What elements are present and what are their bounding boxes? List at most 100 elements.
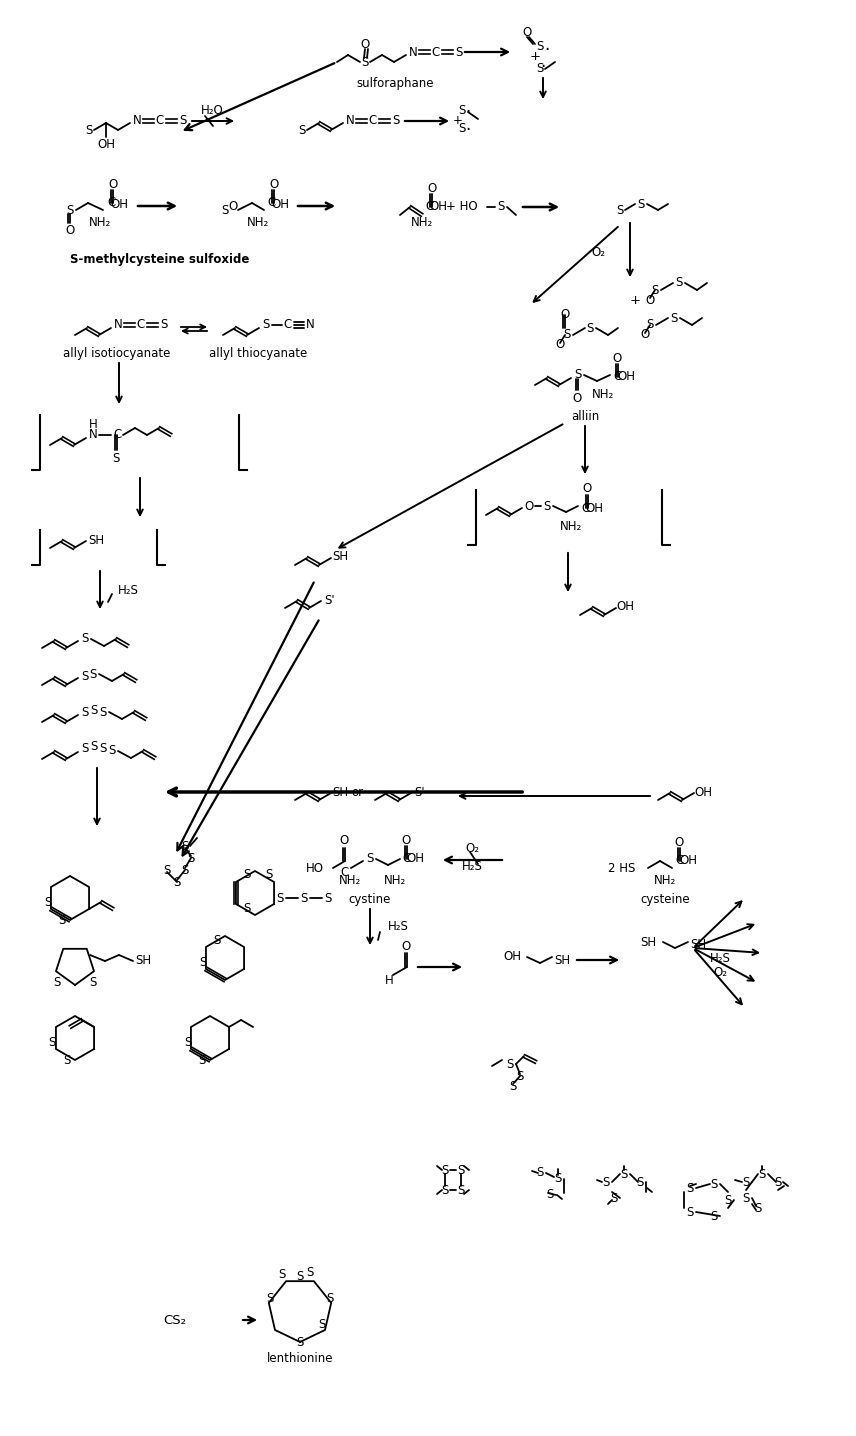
Text: OH: OH xyxy=(271,198,289,211)
Text: C: C xyxy=(614,370,622,383)
Text: S: S xyxy=(687,1182,693,1195)
Text: NH₂: NH₂ xyxy=(247,215,269,228)
Text: S: S xyxy=(262,319,270,332)
Text: S: S xyxy=(99,705,107,718)
Text: SH: SH xyxy=(332,550,348,563)
Text: H₂O: H₂O xyxy=(200,103,223,116)
Text: S: S xyxy=(243,902,251,916)
Text: SH: SH xyxy=(640,935,656,949)
Text: S-methylcysteine sulfoxide: S-methylcysteine sulfoxide xyxy=(70,254,249,267)
Text: S: S xyxy=(163,863,170,876)
Text: OH: OH xyxy=(616,600,634,613)
Text: S: S xyxy=(687,1205,693,1219)
Text: O: O xyxy=(270,178,278,191)
Text: O: O xyxy=(645,293,655,306)
Text: S: S xyxy=(497,201,505,214)
Text: S: S xyxy=(48,1037,56,1050)
Text: S: S xyxy=(81,669,89,682)
Text: S: S xyxy=(89,976,97,989)
Text: NH₂: NH₂ xyxy=(411,217,433,230)
Text: OH: OH xyxy=(503,951,521,964)
Text: S: S xyxy=(187,852,194,864)
Text: or: or xyxy=(351,785,363,798)
Text: S: S xyxy=(537,40,544,53)
Text: H₂S: H₂S xyxy=(461,860,483,873)
Text: O: O xyxy=(612,352,621,365)
Text: S: S xyxy=(86,123,92,136)
Text: S: S xyxy=(537,1166,544,1179)
Text: N: N xyxy=(133,115,141,128)
Text: S: S xyxy=(742,1176,750,1189)
Text: S: S xyxy=(81,632,89,646)
Text: OH: OH xyxy=(406,853,424,866)
Text: H: H xyxy=(89,418,98,431)
Text: ·: · xyxy=(544,42,550,59)
Text: S: S xyxy=(544,500,550,513)
Text: S: S xyxy=(638,198,645,211)
Text: O: O xyxy=(401,941,411,954)
Text: S: S xyxy=(91,704,98,717)
Text: S: S xyxy=(563,329,571,342)
Text: S: S xyxy=(509,1080,517,1093)
Text: ·: · xyxy=(540,57,545,76)
Text: S: S xyxy=(586,322,594,335)
Text: O: O xyxy=(640,329,650,342)
Text: S: S xyxy=(775,1176,782,1189)
Text: S: S xyxy=(574,369,582,382)
Text: S: S xyxy=(670,312,678,325)
Text: S: S xyxy=(173,876,181,889)
Text: OH: OH xyxy=(679,854,697,867)
Text: S': S' xyxy=(324,593,336,606)
Text: OH: OH xyxy=(97,138,115,152)
Text: S: S xyxy=(616,204,624,217)
Text: CS₂: CS₂ xyxy=(163,1314,187,1327)
Text: S: S xyxy=(296,1271,304,1284)
Text: H: H xyxy=(384,974,394,987)
Text: S: S xyxy=(636,1176,644,1189)
Text: O: O xyxy=(582,482,591,495)
Text: O: O xyxy=(427,181,437,194)
Text: S: S xyxy=(610,1192,618,1205)
Text: S: S xyxy=(265,869,273,882)
Text: OH: OH xyxy=(694,785,712,798)
Text: S: S xyxy=(81,742,89,755)
Text: S: S xyxy=(458,122,466,135)
Text: O: O xyxy=(339,834,348,847)
Text: sulforaphane: sulforaphane xyxy=(356,78,434,90)
Text: S: S xyxy=(758,1167,765,1180)
Text: C: C xyxy=(156,115,164,128)
Text: O: O xyxy=(561,309,569,322)
Text: N: N xyxy=(408,46,418,59)
Text: C: C xyxy=(341,866,349,879)
Text: lenthionine: lenthionine xyxy=(267,1351,333,1364)
Text: S: S xyxy=(361,56,369,69)
Text: S: S xyxy=(298,123,306,136)
Text: HO: HO xyxy=(306,862,324,875)
Text: S: S xyxy=(724,1193,732,1206)
Text: S: S xyxy=(306,1265,313,1278)
Text: S: S xyxy=(99,742,107,755)
Text: S: S xyxy=(506,1057,514,1070)
Text: S: S xyxy=(646,319,654,332)
Text: S: S xyxy=(63,1054,71,1067)
Text: allyl thiocyanate: allyl thiocyanate xyxy=(209,346,307,359)
Text: S: S xyxy=(458,103,466,116)
Text: OH: OH xyxy=(110,198,128,211)
Text: OH: OH xyxy=(585,501,603,514)
Text: S: S xyxy=(603,1176,609,1189)
Text: H₂S: H₂S xyxy=(118,583,139,596)
Text: N: N xyxy=(114,319,122,332)
Text: O₂: O₂ xyxy=(465,841,479,854)
Text: + HO: + HO xyxy=(446,201,478,214)
Text: S: S xyxy=(81,705,89,718)
Text: S: S xyxy=(324,892,331,905)
Text: O: O xyxy=(573,392,581,405)
Text: S: S xyxy=(266,1291,274,1304)
Text: +: + xyxy=(530,50,540,63)
Text: S: S xyxy=(392,115,400,128)
Text: S: S xyxy=(457,1163,465,1176)
Text: S: S xyxy=(546,1189,554,1202)
Text: +: + xyxy=(453,115,463,128)
Text: C: C xyxy=(268,197,276,210)
Text: NH₂: NH₂ xyxy=(560,520,582,534)
